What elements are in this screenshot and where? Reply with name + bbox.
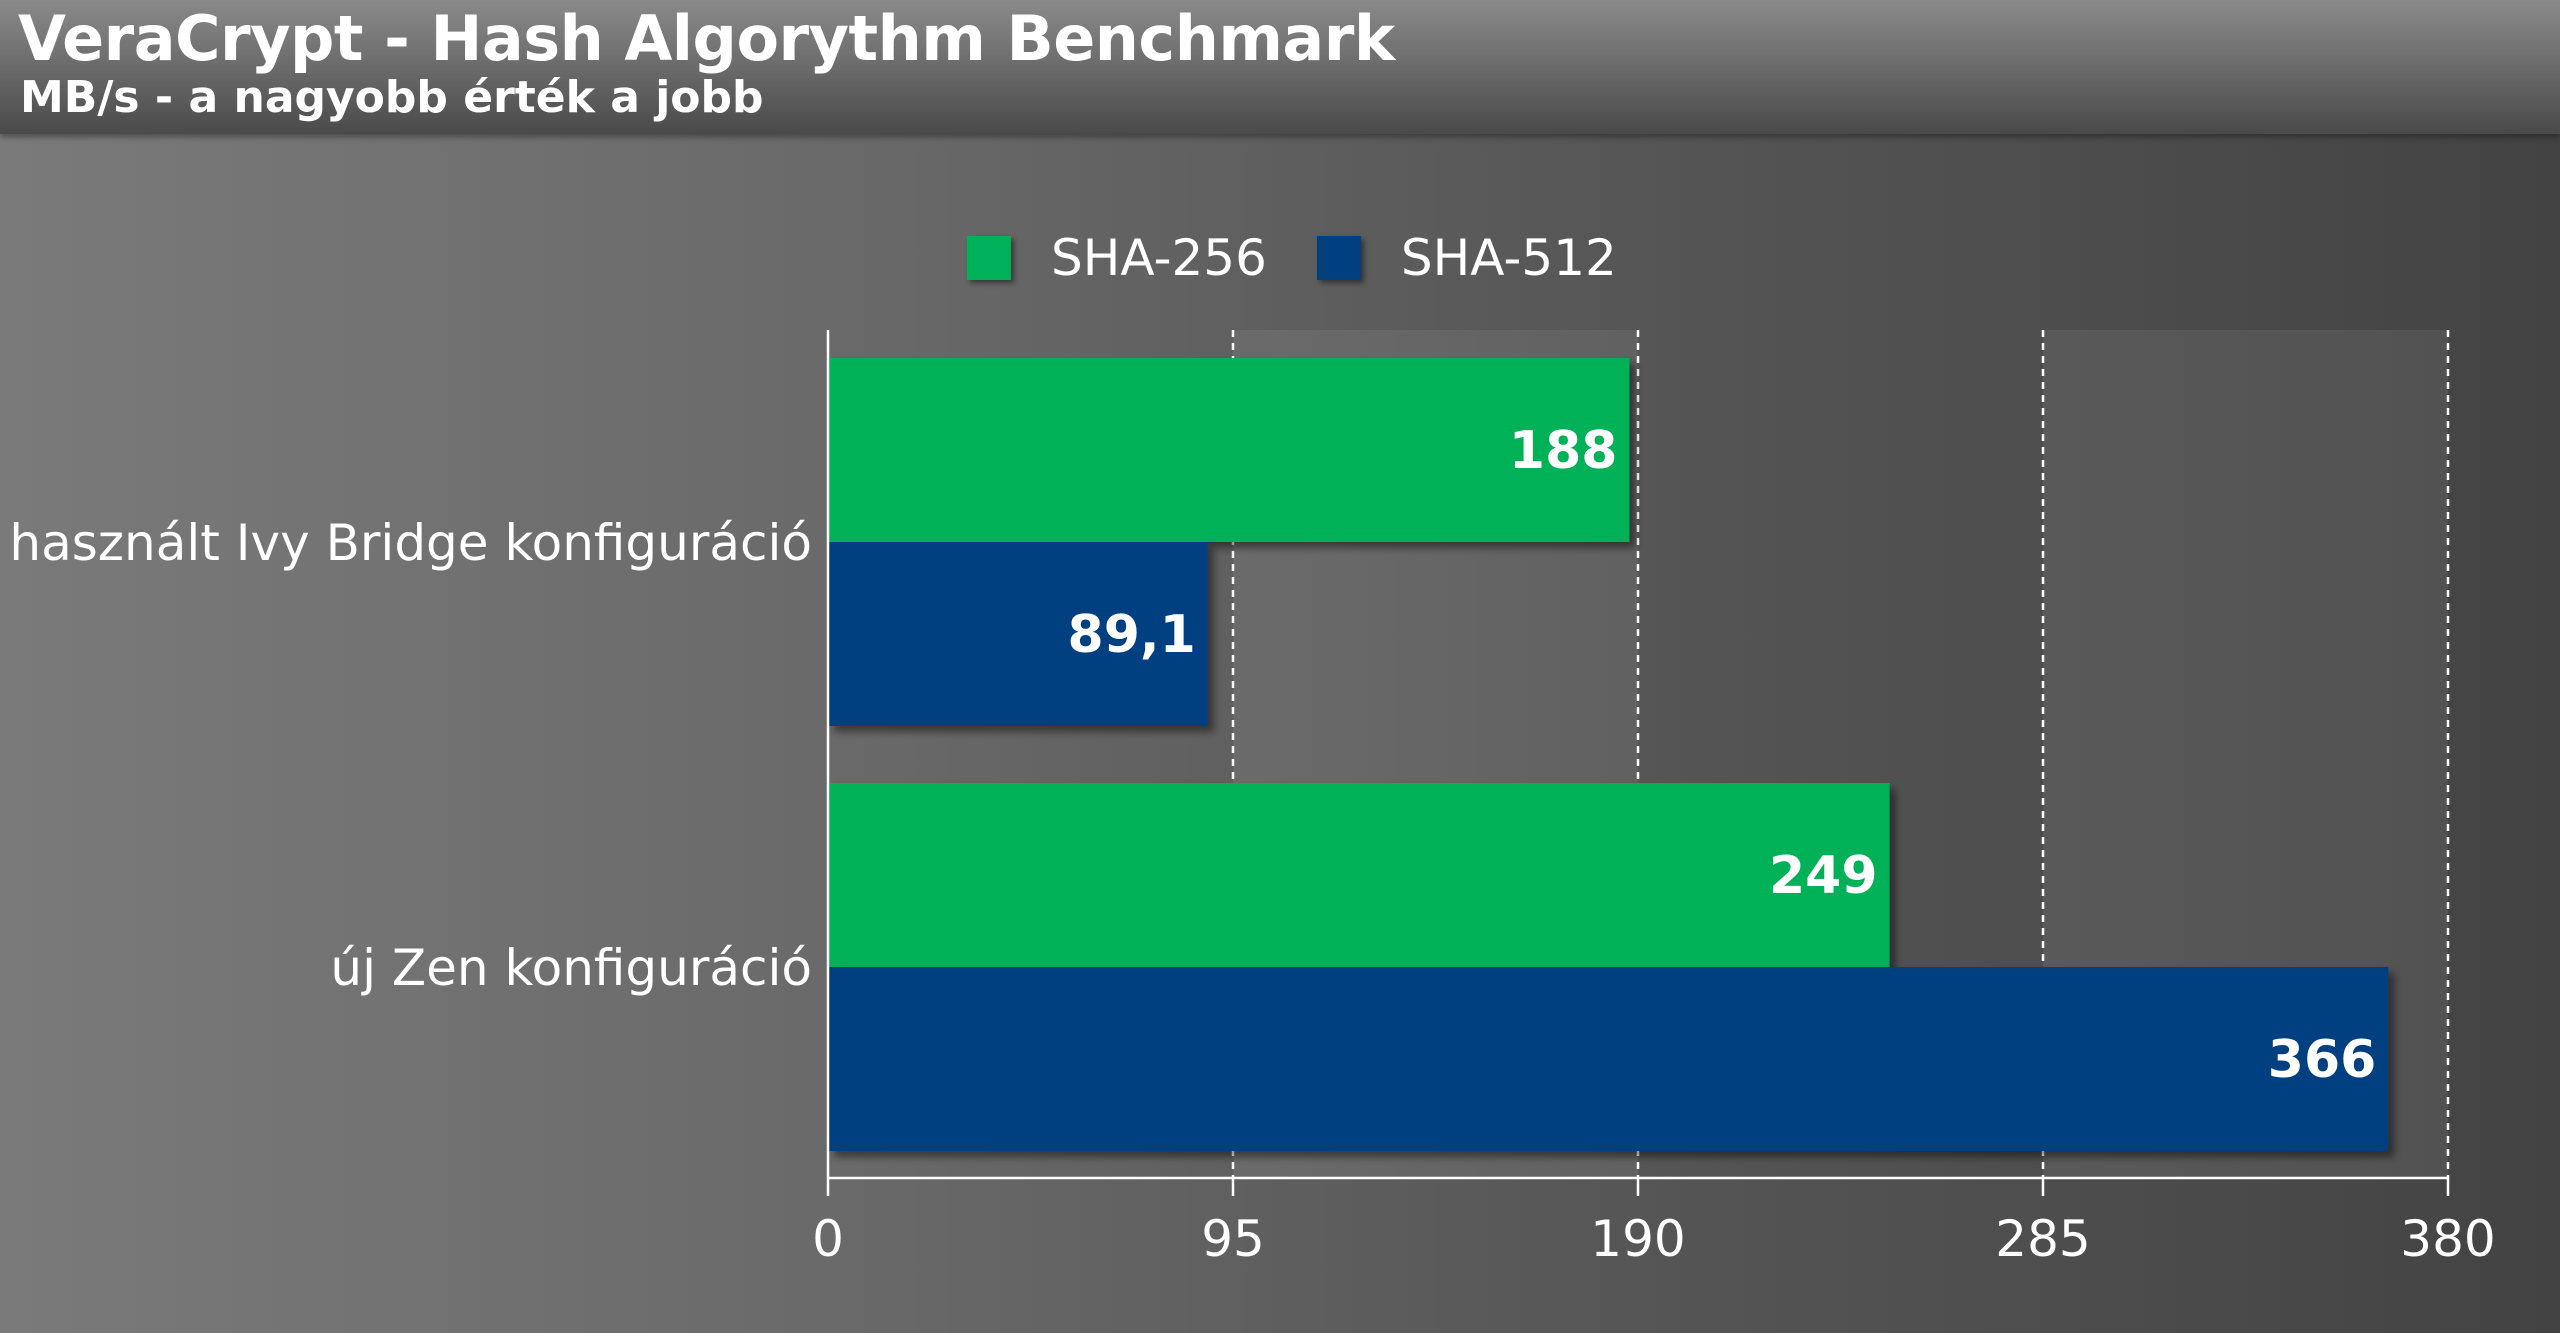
bar (828, 542, 1208, 726)
x-tick-label: 95 (1201, 1210, 1265, 1268)
category-label: új Zen konfiguráció (330, 939, 812, 997)
legend-swatch-sha256 (967, 236, 1011, 280)
bars: 188 89,1 249 366 (828, 358, 2389, 1151)
bar-value-label: 89,1 (1068, 605, 1196, 665)
x-tick-label: 190 (1590, 1210, 1685, 1268)
bar-value-label: 249 (1769, 846, 1878, 906)
x-tick-label: 0 (812, 1210, 844, 1268)
legend-label-sha256: SHA-256 (1051, 229, 1267, 287)
axes: használt Ivy Bridge konfiguráció új Zen k… (9, 330, 2496, 1268)
bar-value-label: 188 (1509, 421, 1618, 481)
bar (828, 783, 1890, 967)
x-tick-label: 380 (2400, 1210, 2495, 1268)
category-label: használt Ivy Bridge konfiguráció (9, 514, 812, 572)
bar (828, 358, 1630, 542)
chart-legend: SHA-256 SHA-512 (967, 222, 1667, 294)
legend-item-sha512: SHA-512 (1316, 229, 1617, 287)
chart-header: VeraCrypt - Hash Algorythm Benchmark MB/… (0, 0, 2560, 134)
chart-subtitle: MB/s - a nagyobb érték a jobb (20, 72, 764, 123)
legend-swatch-sha512 (1316, 236, 1361, 280)
legend-item-sha256: SHA-256 (967, 229, 1267, 287)
x-tick-label: 285 (1995, 1210, 2090, 1268)
legend-label-sha512: SHA-512 (1400, 229, 1617, 287)
chart-title: VeraCrypt - Hash Algorythm Benchmark (18, 2, 1395, 75)
bar (828, 967, 2389, 1151)
bar-value-label: 366 (2268, 1030, 2377, 1090)
